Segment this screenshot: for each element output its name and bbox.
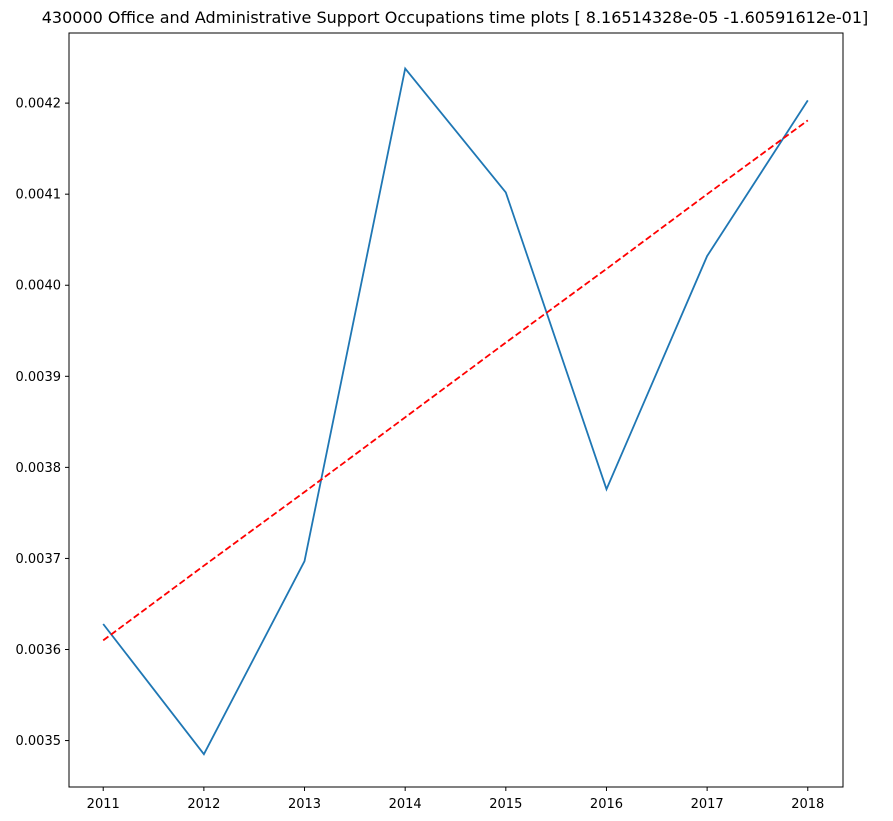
x-tick-label: 2012 [187, 797, 220, 812]
y-tick-label: 0.0040 [16, 279, 62, 294]
x-tick-label: 2017 [691, 797, 724, 812]
y-tick-label: 0.0041 [16, 188, 62, 203]
y-tick-label: 0.0042 [16, 97, 62, 112]
x-tick-label: 2016 [590, 797, 623, 812]
x-tick-label: 2013 [288, 797, 321, 812]
trend-line [102, 119, 809, 642]
x-tick-label: 2018 [791, 797, 824, 812]
series-layer [102, 66, 809, 756]
x-tick-label: 2011 [87, 797, 120, 812]
series-line [102, 66, 809, 756]
y-tick-label: 0.0035 [16, 734, 62, 749]
y-tick-label: 0.0036 [16, 643, 62, 658]
y-tick-label: 0.0038 [16, 461, 62, 476]
x-axis: 2011 2012 2013 2014 2015 2016 2017 2018 [87, 787, 824, 812]
y-tick-label: 0.0039 [16, 370, 62, 385]
plot-frame [68, 32, 844, 788]
y-axis: 0.0035 0.0036 0.0037 0.0038 0.0039 0.0040 0.00… [16, 97, 69, 749]
x-tick-label: 2014 [389, 797, 422, 812]
y-tick-label: 0.0037 [16, 552, 62, 567]
chart-title: 430000 Office and Administrative Support… [42, 8, 869, 27]
x-tick-label: 2015 [489, 797, 522, 812]
